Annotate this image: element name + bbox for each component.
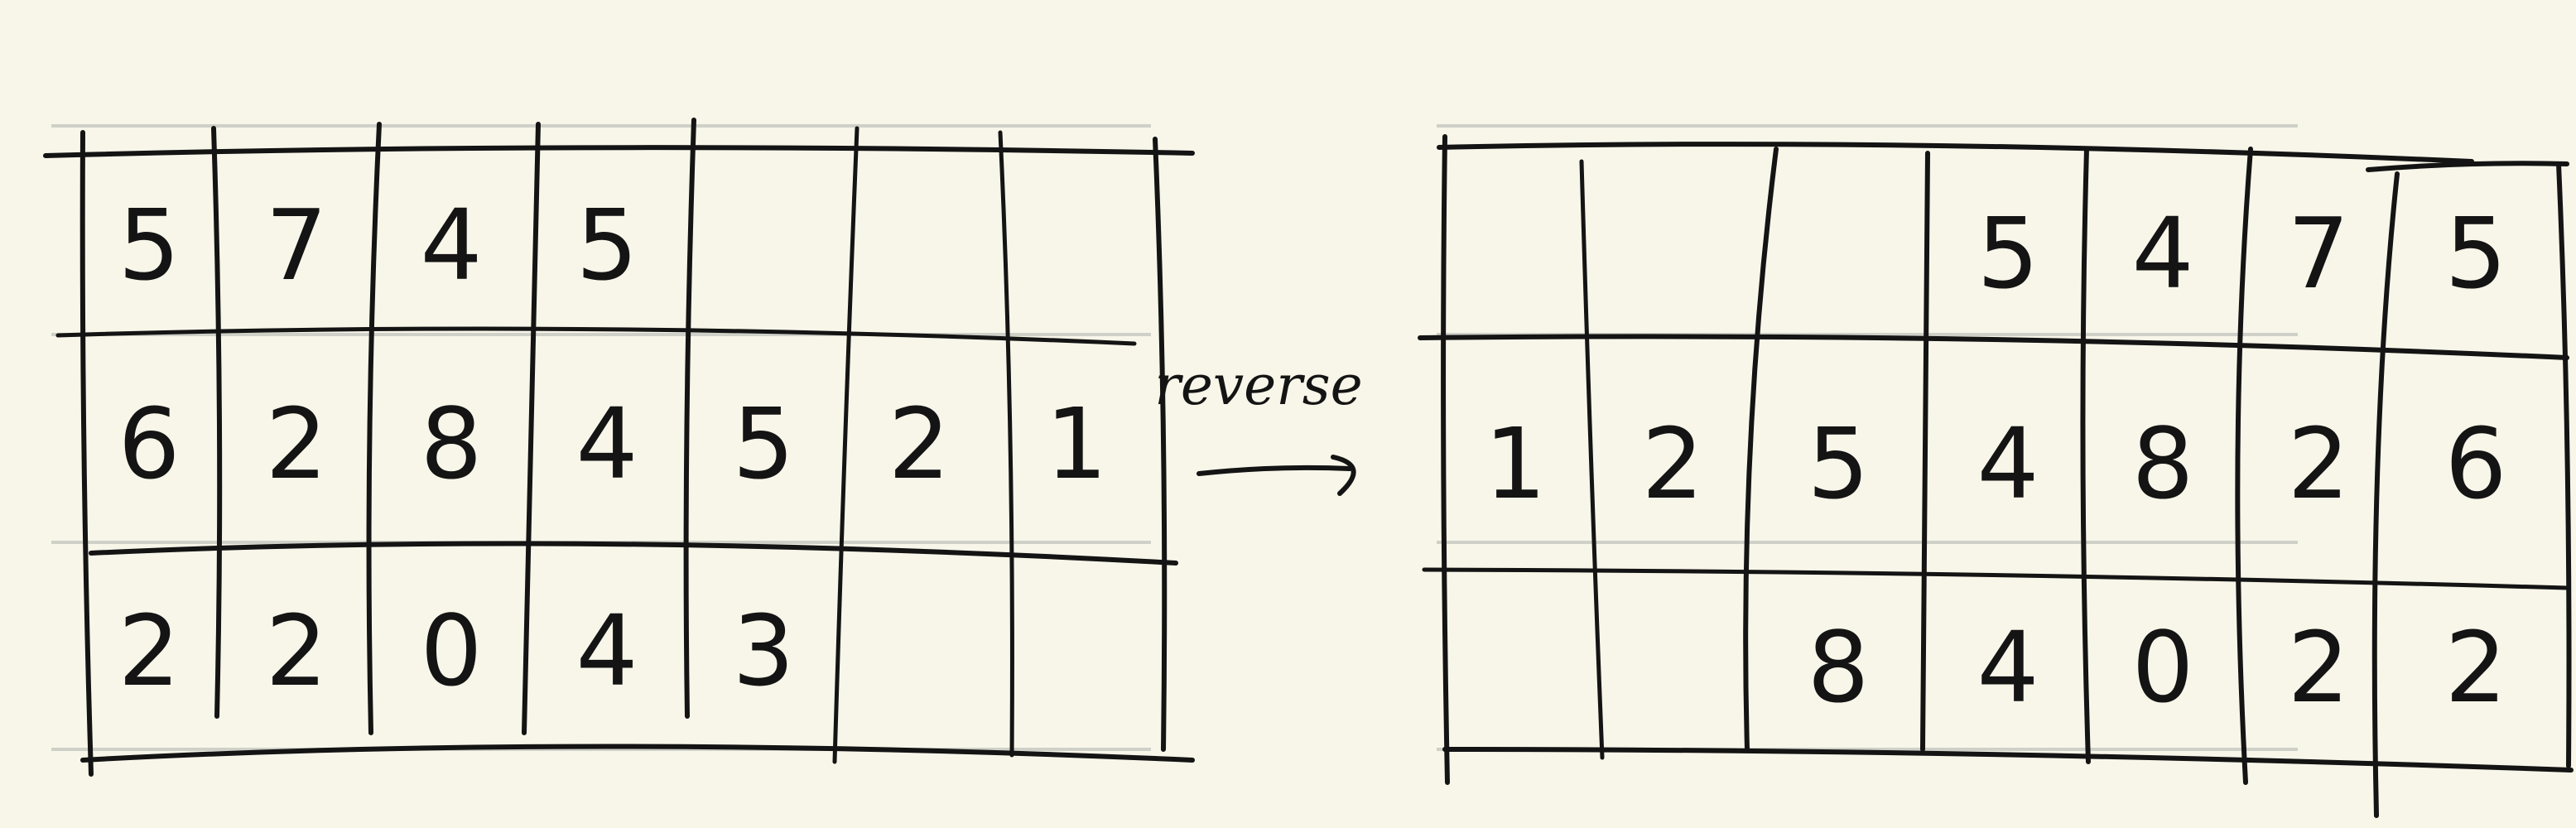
left-grid-hline	[55, 326, 1137, 346]
right-grid-cell-r3-c4: 4	[1977, 610, 2039, 724]
left-grid-vline	[211, 126, 223, 719]
left-grid-cell-r1-c3: 4	[420, 188, 482, 302]
left-grid-hline	[89, 541, 1178, 566]
right-grid-vline	[2556, 161, 2572, 768]
right-grid-vline	[1579, 159, 1605, 760]
left-grid-cell-r2-c4: 4	[575, 387, 638, 501]
right-grid-hline	[1422, 567, 2569, 590]
left-grid-cell-r2-c5: 5	[732, 387, 794, 501]
left-grid-vline	[683, 118, 696, 719]
right-grid: 5 4 7 51 2 5 4 8 2 68 4 0 2 2	[1484, 196, 2506, 724]
ruled-lines	[51, 124, 2298, 751]
left-grid-vline	[832, 126, 859, 764]
right-grid-cell-r2-c6: 2	[2287, 407, 2349, 521]
right-grid-vline	[1441, 134, 1450, 785]
left-grid-vline	[366, 122, 382, 735]
right-grid-cell-r2-c7: 6	[2444, 407, 2506, 521]
arrow-label: reverse	[1154, 354, 1362, 417]
left-grid-vline	[79, 130, 94, 777]
left-grid-hline	[43, 145, 1195, 158]
right-grid-vline	[2080, 147, 2091, 764]
left-grid-vline	[998, 130, 1014, 758]
left-grid-cell-r3-c4: 4	[575, 594, 638, 708]
left-grid-cell-r3-c5: 3	[732, 594, 794, 708]
left-grid-cell-r2-c7: 1	[1045, 387, 1107, 501]
right-grid-vline	[2235, 147, 2253, 785]
right-grid-cell-r1-c4: 5	[1977, 196, 2039, 310]
right-grid-vline	[1920, 151, 1930, 752]
right-grid-vline	[2371, 171, 2400, 818]
left-grid-cell-r3-c1: 2	[118, 594, 180, 708]
left-grid-vline	[1153, 137, 1168, 752]
left-grid-cell-r3-c2: 2	[265, 594, 327, 708]
right-grid-cell-r1-c7: 5	[2444, 196, 2506, 310]
left-grid: 5 7 4 56 2 8 4 5 2 12 2 0 4 3	[118, 188, 1107, 708]
reverse-arrow: reverse	[1154, 354, 1363, 496]
right-grid-hline	[1437, 142, 2474, 164]
right-grid-cell-r3-c7: 2	[2444, 610, 2506, 724]
right-grid-cell-r2-c2: 2	[1641, 407, 1703, 521]
right-grid-vline	[1743, 147, 1779, 752]
left-grid-cell-r2-c1: 6	[118, 387, 180, 501]
right-grid-hline	[1442, 747, 2574, 773]
right-grid-cell-r3-c3: 8	[1807, 610, 1869, 724]
right-grid-cell-r1-c6: 7	[2287, 196, 2349, 310]
left-grid-cell-r2-c6: 2	[888, 387, 950, 501]
left-grid-cell-r3-c3: 0	[420, 594, 482, 708]
left-grid-cell-r2-c3: 8	[420, 387, 482, 501]
left-grid-vline	[522, 122, 541, 735]
right-grid-hline	[2366, 161, 2569, 172]
right-grid-cell-r2-c5: 8	[2131, 407, 2193, 521]
right-grid-cell-r2-c3: 5	[1807, 407, 1869, 521]
left-grid-lines	[43, 118, 1195, 777]
right-grid-cell-r2-c1: 1	[1484, 407, 1546, 521]
left-grid-cell-r1-c2: 7	[265, 188, 327, 302]
arrow-head	[1331, 455, 1356, 496]
right-grid-cell-r3-c6: 2	[2287, 610, 2349, 724]
arrow-shaft	[1197, 465, 1352, 476]
left-grid-cell-r2-c2: 2	[265, 387, 327, 501]
right-grid-lines	[1418, 134, 2574, 818]
right-grid-cell-r2-c4: 4	[1977, 407, 2039, 521]
right-grid-cell-r3-c5: 0	[2131, 610, 2193, 724]
left-grid-cell-r1-c4: 5	[575, 188, 638, 302]
left-grid-cell-r1-c1: 5	[118, 188, 180, 302]
right-grid-hline	[1418, 334, 2569, 360]
right-grid-cell-r1-c5: 4	[2131, 196, 2193, 310]
